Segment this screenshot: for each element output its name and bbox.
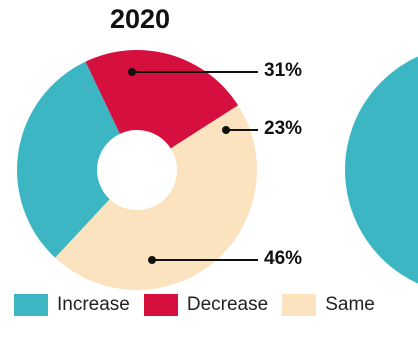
legend-item-decrease: Decrease bbox=[143, 294, 269, 316]
value-label-decrease: 23% bbox=[264, 118, 303, 139]
legend-label-decrease: Decrease bbox=[186, 294, 269, 315]
legend-item-same: Same bbox=[282, 294, 375, 316]
pie-slice-decrease bbox=[85, 50, 239, 149]
leader-dot-decrease bbox=[222, 126, 230, 134]
chart-title: 2020 bbox=[109, 4, 171, 34]
pie-slice-same bbox=[55, 105, 258, 291]
legend: Increase Decrease Same bbox=[14, 290, 389, 320]
value-label-same: 46% bbox=[264, 248, 303, 269]
value-label-increase: 31% bbox=[264, 60, 303, 81]
legend-swatch-decrease bbox=[143, 294, 178, 316]
second-pie-partial bbox=[345, 56, 418, 284]
legend-label-increase: Increase bbox=[57, 294, 130, 315]
legend-label-same: Same bbox=[325, 294, 375, 315]
legend-swatch-increase bbox=[14, 294, 48, 316]
pie-slice-increase bbox=[16, 61, 120, 258]
legend-item-increase: Increase bbox=[14, 294, 130, 316]
leader-dot-increase bbox=[128, 68, 136, 76]
legend-swatch-same bbox=[282, 294, 317, 316]
leader-dot-same bbox=[148, 256, 156, 264]
